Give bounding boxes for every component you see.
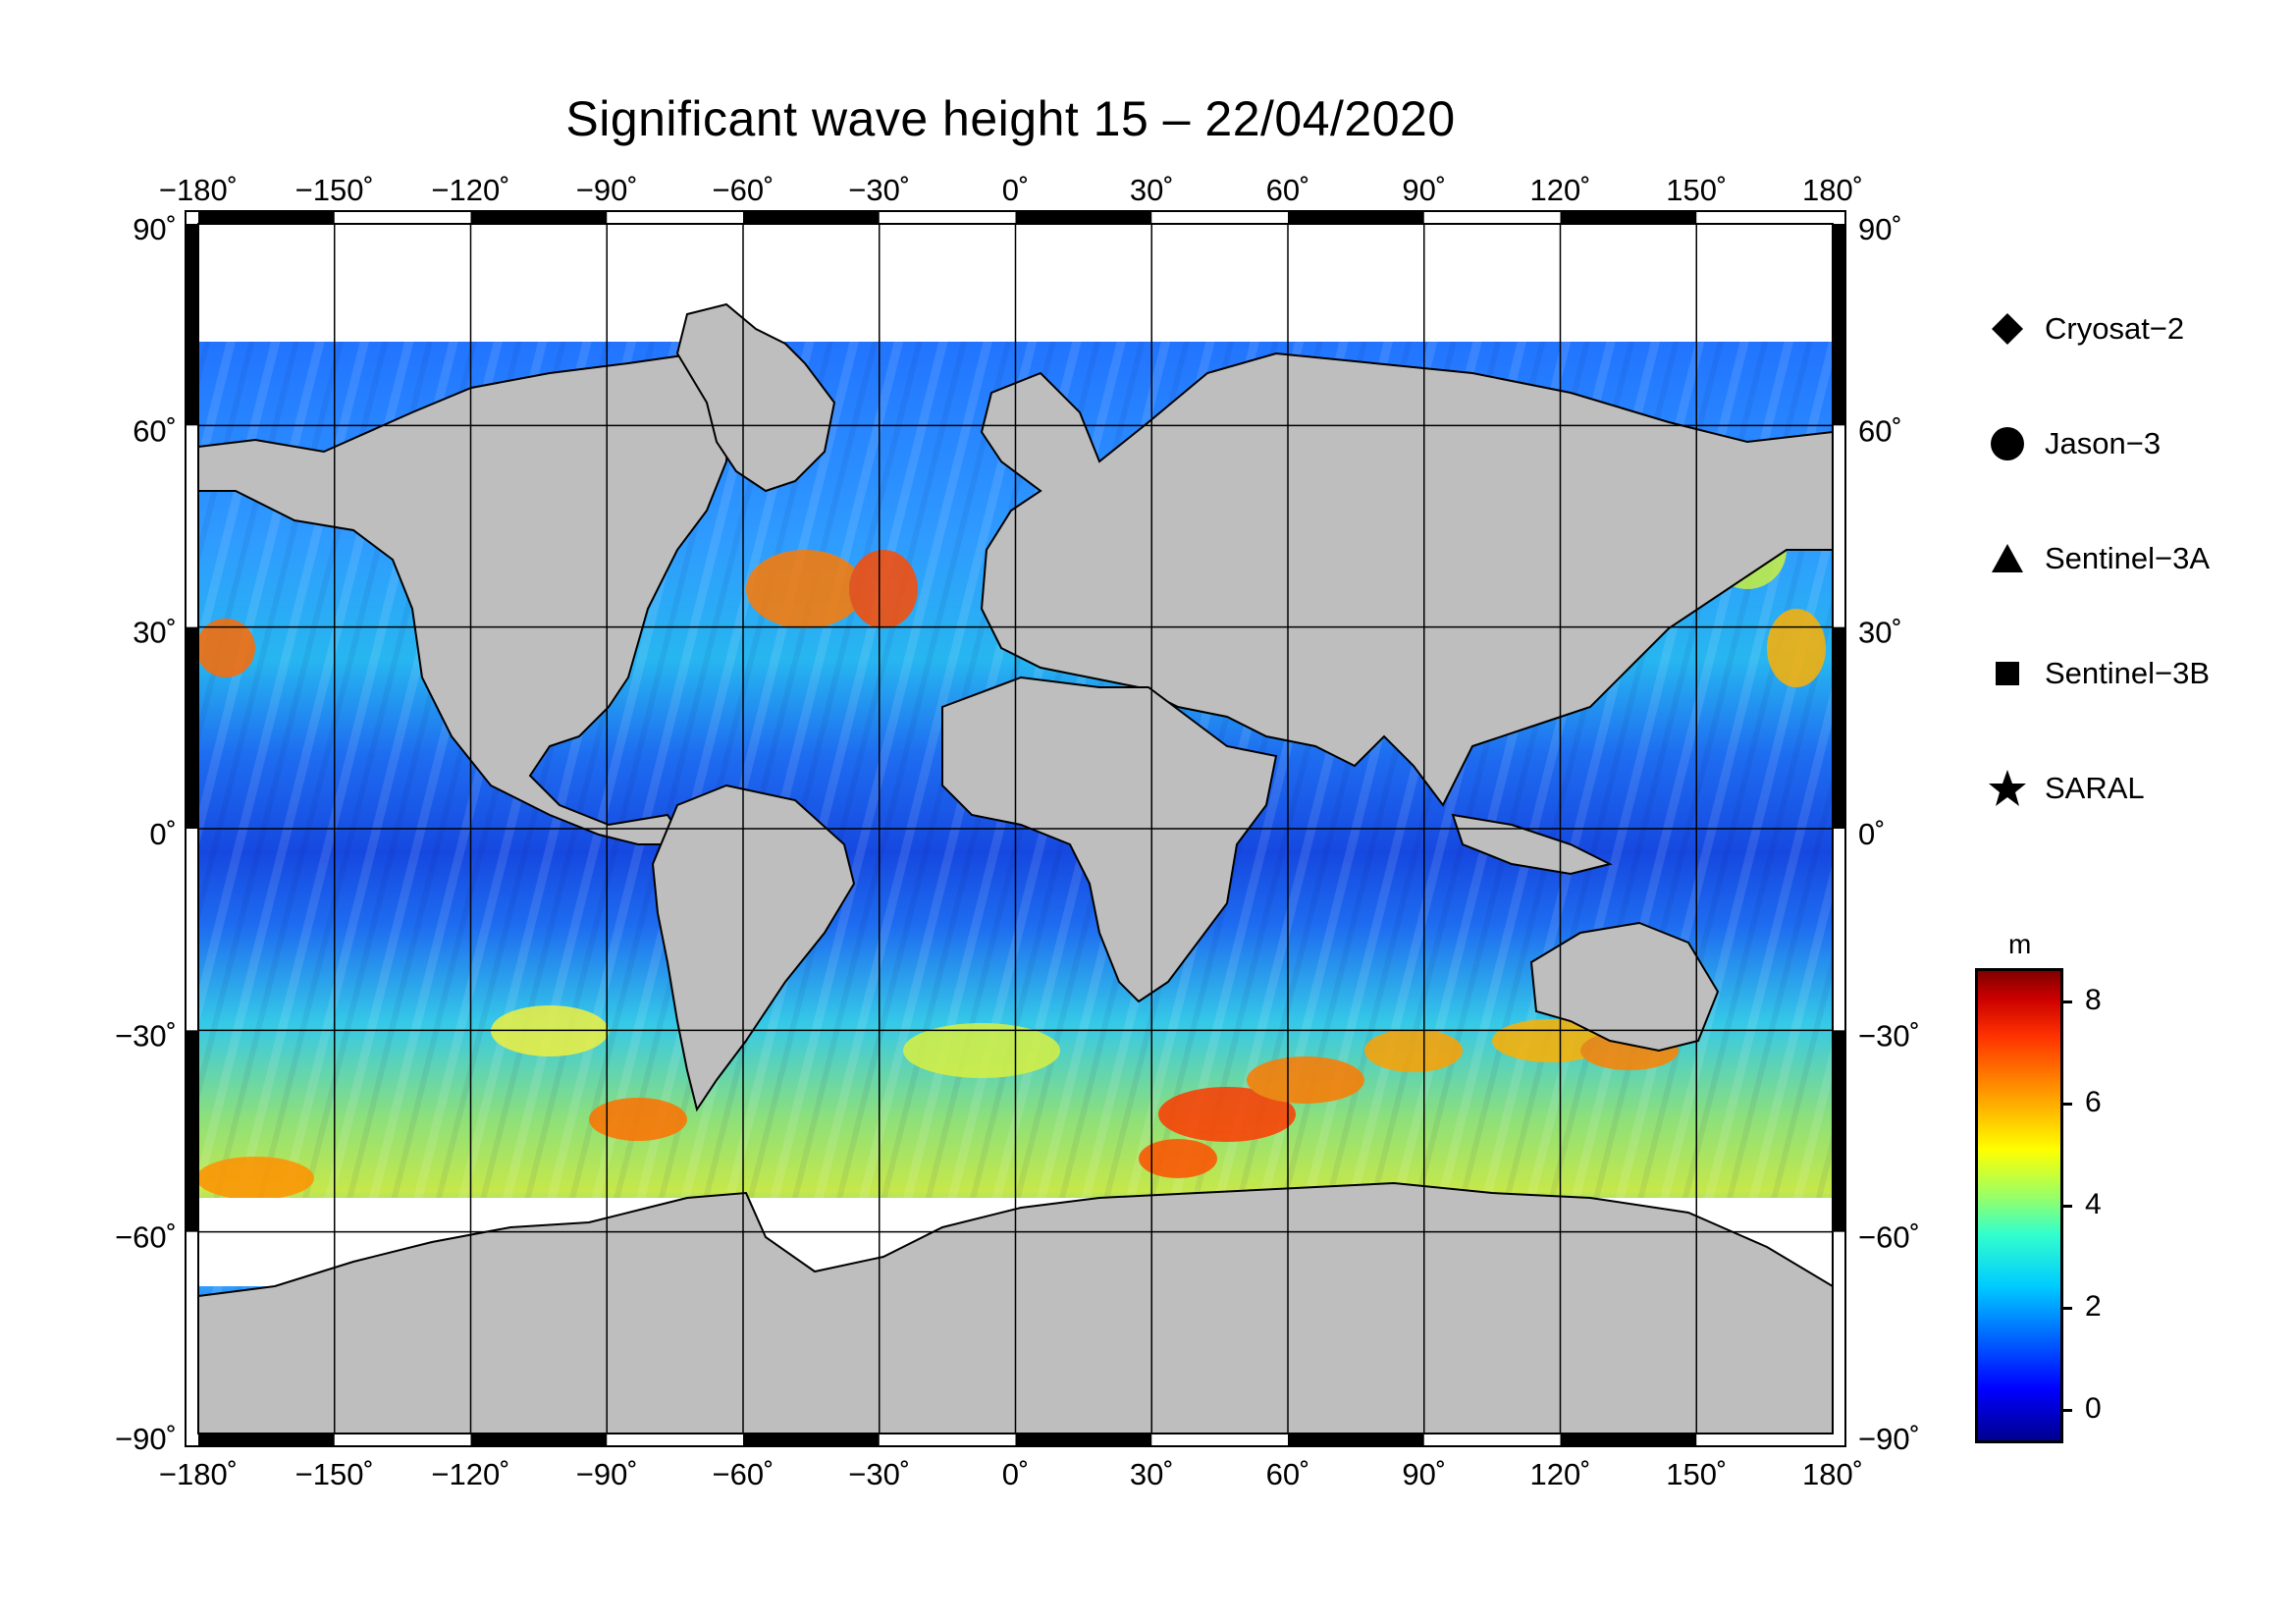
lon-tick-label-bottom: −90˚ xyxy=(576,1457,638,1491)
lon-tick-label-top: −60˚ xyxy=(713,173,774,207)
colorbar-tick-label: 4 xyxy=(2085,1188,2102,1220)
star-icon xyxy=(1988,769,2027,808)
graticule xyxy=(198,224,1833,1434)
colorbar-gradient xyxy=(1975,968,2063,1443)
lat-tick-label-right: −90˚ xyxy=(1858,1422,1920,1456)
lon-tick-label-bottom: 180˚ xyxy=(1802,1457,1863,1491)
frame-segment-right xyxy=(1833,1030,1845,1232)
lon-tick-label-bottom: −120˚ xyxy=(431,1457,509,1491)
lat-tick-label-right: 0˚ xyxy=(1858,817,1886,851)
colorbar-tick-label: 0 xyxy=(2085,1391,2102,1425)
land-eurasia xyxy=(980,352,1833,807)
lon-tick-label-bottom: −30˚ xyxy=(848,1457,910,1491)
lat-tick-label-left: 60˚ xyxy=(133,413,177,448)
frame-segment-left xyxy=(186,1030,198,1232)
frame-segment-right xyxy=(1833,224,1845,426)
legend-item-sentinel-3a: Sentinel−3A xyxy=(1988,529,2210,588)
frame-segment-left xyxy=(186,626,198,829)
lon-tick-label-bottom: 150˚ xyxy=(1666,1457,1727,1491)
triangle-icon xyxy=(1988,539,2027,578)
circle-icon xyxy=(1988,424,2027,463)
land-australia xyxy=(1529,921,1720,1053)
legend-label: Cryosat−2 xyxy=(2045,311,2185,346)
frame-segment-top xyxy=(1015,211,1152,224)
lon-tick-label-bottom: 120˚ xyxy=(1529,1457,1590,1491)
map-frame: −180˚ −180˚ −150˚ −150˚ −120˚ −120˚ −90˚ −90˚ −6… xyxy=(115,173,1920,1491)
lon-tick-label-top: 120˚ xyxy=(1529,173,1590,207)
legend-item-jason: Jason−3 xyxy=(1988,414,2161,473)
lon-tick-label-top: −180˚ xyxy=(159,173,238,207)
lat-tick-label-right: 60˚ xyxy=(1858,413,1902,448)
frame-segment-top xyxy=(470,211,608,224)
lat-tick-label-right: 90˚ xyxy=(1858,212,1902,246)
lon-tick-label-top: 180˚ xyxy=(1802,173,1863,207)
legend-item-saral: SARAL xyxy=(1988,759,2145,818)
frame-segment-right xyxy=(1833,626,1845,829)
square-icon xyxy=(1988,654,2027,693)
lon-tick-label-top: 60˚ xyxy=(1266,173,1310,207)
lat-tick-label-left: −30˚ xyxy=(115,1018,177,1053)
legend-label: Jason−3 xyxy=(2045,426,2162,460)
lon-tick-label-bottom: 90˚ xyxy=(1402,1457,1446,1491)
colorbar-tick xyxy=(2060,1306,2072,1310)
diamond-icon xyxy=(1988,309,2027,349)
lon-tick-label-bottom: −60˚ xyxy=(713,1457,774,1491)
lat-tick-label-right: −60˚ xyxy=(1858,1220,1920,1255)
legend-label: Sentinel−3A xyxy=(2045,541,2211,575)
frame-segment-left xyxy=(186,224,198,426)
lat-tick-label-right: 30˚ xyxy=(1858,616,1902,650)
frame-segment-bottom xyxy=(1015,1434,1152,1446)
high-wave-patches xyxy=(198,511,1826,1200)
land-south-america xyxy=(651,784,856,1112)
frame-segment-top xyxy=(198,211,335,224)
land-greenland xyxy=(675,302,836,493)
colorbar-tick-label: 6 xyxy=(2085,1086,2102,1119)
frame-segment-top xyxy=(743,211,880,224)
legend-label: SARAL xyxy=(2045,771,2145,805)
lon-tick-label-top: 150˚ xyxy=(1666,173,1727,207)
lat-tick-label-left: 90˚ xyxy=(133,212,177,246)
lon-tick-label-bottom: 0˚ xyxy=(1002,1457,1030,1491)
colorbar-tick xyxy=(2060,1205,2072,1208)
legend-item-sentinel-3b: Sentinel−3B xyxy=(1988,644,2210,703)
lon-tick-label-top: −90˚ xyxy=(576,173,638,207)
land-africa xyxy=(941,676,1278,1003)
lon-tick-label-bottom: 60˚ xyxy=(1266,1457,1310,1491)
lat-tick-label-left: −60˚ xyxy=(115,1220,177,1255)
colorbar-tick xyxy=(2060,1001,2072,1004)
map-title: Significant wave height 15 – 22/04/2020 xyxy=(565,91,1456,146)
map-frame-checker xyxy=(185,210,1846,1447)
lat-tick-label-left: 30˚ xyxy=(133,616,177,650)
frame-segment-top xyxy=(1560,211,1697,224)
colorbar-tick xyxy=(2060,1103,2072,1107)
lon-tick-label-bottom: 30˚ xyxy=(1130,1457,1174,1491)
lon-tick-label-top: 90˚ xyxy=(1402,173,1446,207)
lon-tick-label-top: −150˚ xyxy=(295,173,374,207)
lon-tick-label-top: 0˚ xyxy=(1002,173,1030,207)
lat-tick-label-left: 0˚ xyxy=(149,817,177,851)
lon-tick-label-top: −120˚ xyxy=(431,173,509,207)
legend-label: Sentinel−3B xyxy=(2045,656,2211,690)
frame-segment-bottom xyxy=(470,1434,608,1446)
frame-outline xyxy=(185,210,1846,1447)
lon-tick-label-top: 30˚ xyxy=(1130,173,1174,207)
colorbar-tick-label: 8 xyxy=(2085,984,2102,1017)
frame-segment-bottom xyxy=(198,1434,335,1446)
land-north-america xyxy=(198,352,733,845)
frame-segment-bottom xyxy=(743,1434,880,1446)
frame-segment-bottom xyxy=(1560,1434,1697,1446)
colorbar-tick-label: 2 xyxy=(2085,1289,2102,1323)
legend-item-cryosat: Cryosat−2 xyxy=(1988,299,2184,358)
lat-tick-label-right: −30˚ xyxy=(1858,1018,1920,1053)
frame-segment-bottom xyxy=(1288,1434,1424,1446)
lat-tick-label-left: −90˚ xyxy=(115,1422,177,1456)
tick-labels: −180˚ −180˚ −150˚ −150˚ −120˚ −120˚ −90˚ −90˚ −6… xyxy=(115,173,1920,1491)
lon-tick-label-bottom: −150˚ xyxy=(295,1457,374,1491)
lon-tick-label-top: −30˚ xyxy=(848,173,910,207)
frame-segment-top xyxy=(1288,211,1424,224)
lon-tick-label-bottom: −180˚ xyxy=(159,1457,238,1491)
colorbar-unit: m xyxy=(2008,929,2032,959)
colorbar-tick xyxy=(2060,1408,2072,1412)
